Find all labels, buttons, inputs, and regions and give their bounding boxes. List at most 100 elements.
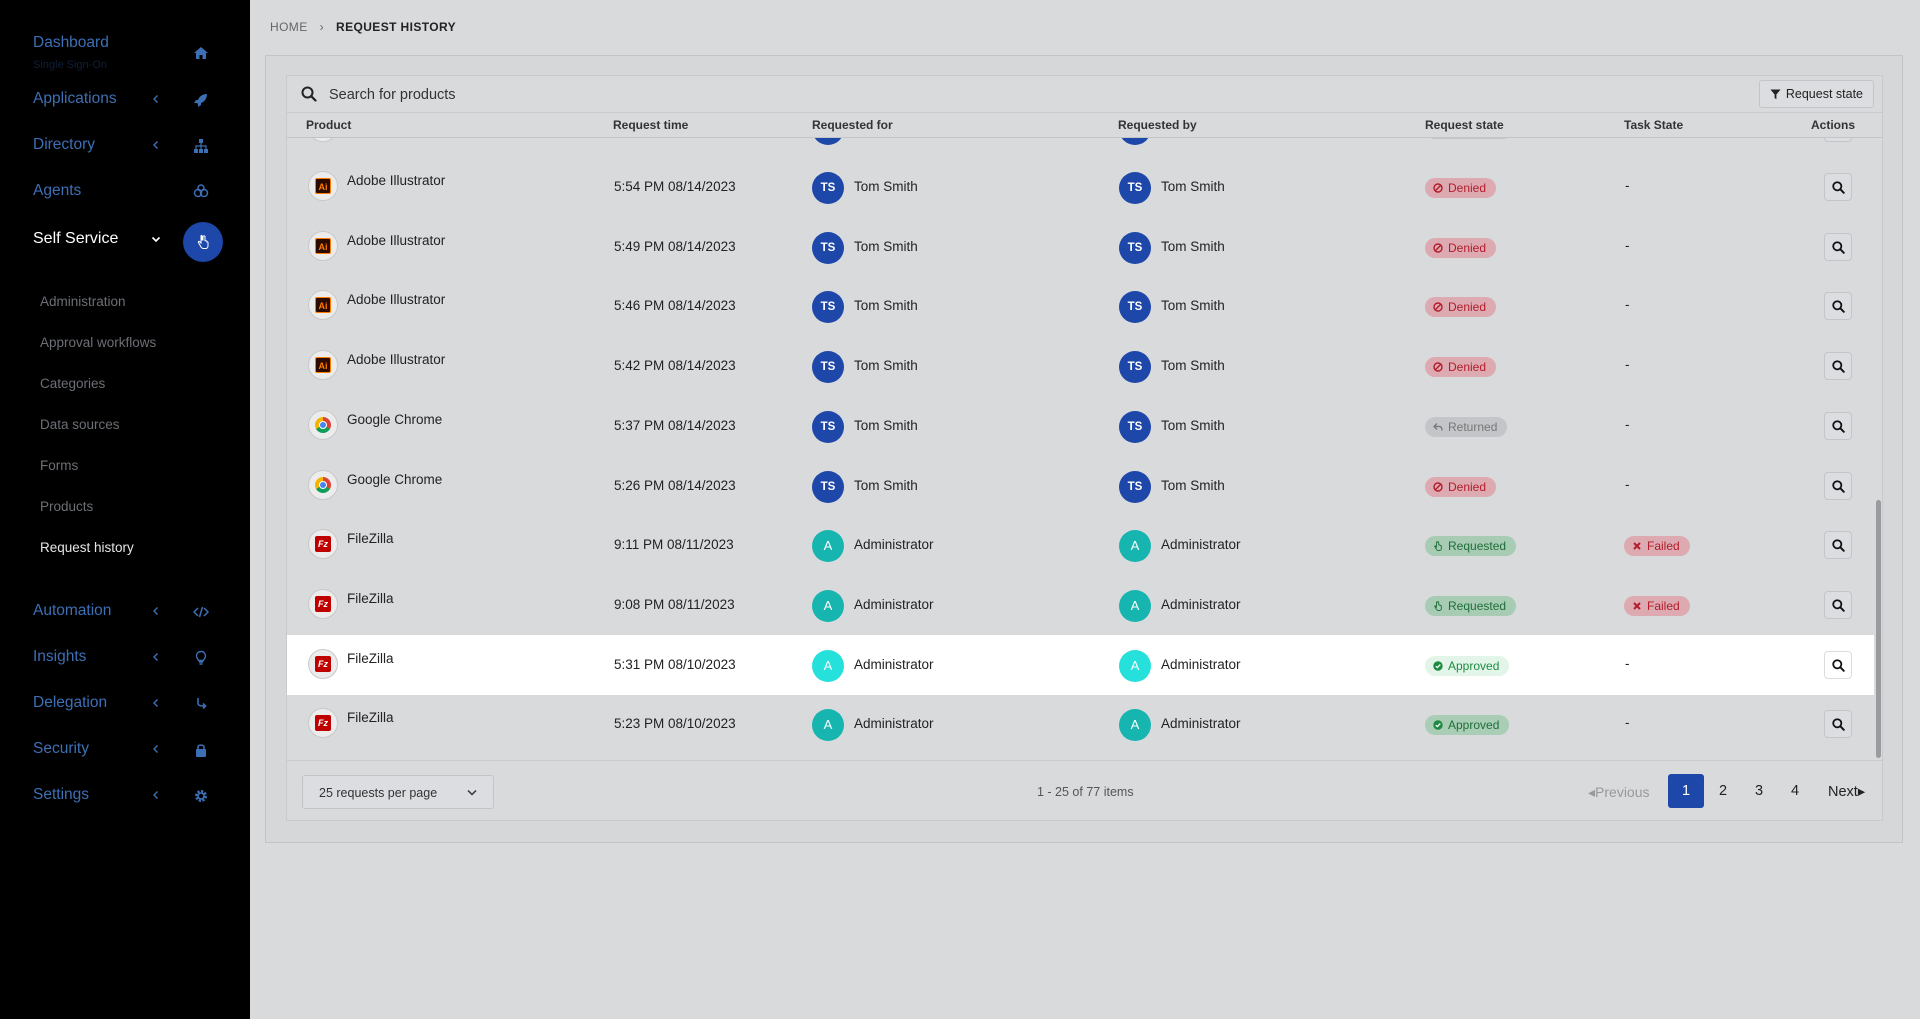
sidebar-subitem-approval-workflows[interactable]: Approval workflows bbox=[40, 335, 157, 350]
sidebar-item-label: Agents bbox=[33, 182, 82, 199]
page-1-button[interactable]: 1 bbox=[1668, 774, 1704, 808]
search-icon bbox=[301, 86, 317, 102]
previous-label: Previous bbox=[1595, 784, 1650, 800]
avatar: A bbox=[812, 589, 844, 622]
column-header-actions: Actions bbox=[1811, 118, 1856, 132]
column-header-requested-for[interactable]: Requested for bbox=[812, 118, 893, 132]
table-scrollbar-thumb[interactable] bbox=[1876, 500, 1881, 758]
status-badge bbox=[1425, 138, 1513, 139]
table-row[interactable]: Ai Adobe Illustrator 5:46 PM 08/14/2023 TS T… bbox=[287, 276, 1874, 336]
table-row[interactable]: Fz FileZilla 9:11 PM 08/11/2023 A Administra… bbox=[287, 515, 1874, 575]
caret-left-icon: ◂ bbox=[1588, 784, 1596, 800]
column-header-task-state[interactable]: Task State bbox=[1624, 118, 1684, 132]
avatar: TS bbox=[812, 351, 844, 384]
table-row-partial bbox=[287, 138, 1874, 158]
product-name: FileZilla bbox=[347, 531, 394, 547]
filezilla-icon: Fz bbox=[308, 708, 338, 739]
sidebar-item-dashboard[interactable]: Dashboard Single Sign-On bbox=[0, 34, 250, 74]
view-details-button[interactable] bbox=[1824, 411, 1852, 440]
column-header-requested-by[interactable]: Requested by bbox=[1118, 118, 1197, 132]
sidebar-item-directory[interactable]: Directory bbox=[0, 126, 250, 166]
sidebar-item-self-service[interactable]: Self Service bbox=[0, 220, 250, 262]
requested-for-name: Tom Smith bbox=[854, 358, 918, 374]
sidebar-subitem-categories[interactable]: Categories bbox=[40, 376, 106, 391]
product-name: FileZilla bbox=[347, 710, 394, 726]
agents-icon bbox=[193, 184, 209, 200]
sidebar-subitem-administration[interactable]: Administration bbox=[40, 294, 126, 309]
task-state: - bbox=[1625, 178, 1630, 193]
requested-for-name: Tom Smith bbox=[854, 238, 918, 254]
request-time: 5:46 PM 08/14/2023 bbox=[614, 298, 736, 314]
hand-pointer-icon[interactable] bbox=[183, 222, 223, 262]
request-time: 9:08 PM 08/11/2023 bbox=[614, 596, 735, 612]
view-details-button[interactable] bbox=[1824, 352, 1852, 381]
avatar bbox=[1119, 138, 1151, 145]
sidebar-item-settings[interactable]: Settings bbox=[0, 776, 250, 816]
view-details-button[interactable] bbox=[1824, 650, 1852, 679]
avatar: A bbox=[1119, 589, 1151, 622]
filter-button-label: Request state bbox=[1785, 87, 1863, 101]
view-details-button[interactable] bbox=[1824, 232, 1852, 261]
footer-divider bbox=[287, 760, 1882, 761]
next-page-button[interactable]: Next▸ bbox=[1828, 784, 1865, 800]
sidebar-item-automation[interactable]: Automation bbox=[0, 592, 250, 632]
sidebar-item-agents[interactable]: Agents bbox=[0, 172, 250, 212]
request-state-filter-button[interactable]: Request state bbox=[1758, 80, 1874, 108]
sidebar-subitem-request-history[interactable]: Request history bbox=[40, 540, 134, 555]
requested-by-name: Tom Smith bbox=[1161, 238, 1225, 254]
sidebar-subitem-data-sources[interactable]: Data sources bbox=[40, 417, 120, 432]
page-4-button[interactable]: 4 bbox=[1790, 783, 1800, 799]
sidebar-subitem-forms[interactable]: Forms bbox=[40, 458, 79, 473]
table-row[interactable]: Google Chrome 5:26 PM 08/14/2023 TS Tom Smi… bbox=[287, 456, 1874, 516]
home-icon bbox=[193, 45, 209, 61]
table-row[interactable]: Ai Adobe Illustrator 5:54 PM 08/14/2023 TS T… bbox=[287, 157, 1874, 217]
view-details-button[interactable] bbox=[1824, 292, 1852, 321]
avatar: TS bbox=[1119, 470, 1151, 503]
adobe-illustrator-icon: Ai bbox=[308, 350, 338, 381]
previous-page-button[interactable]: ◂Previous bbox=[1588, 784, 1650, 801]
status-badge: Denied bbox=[1425, 357, 1497, 378]
sidebar-item-delegation[interactable]: Delegation bbox=[0, 684, 250, 724]
view-details-button[interactable] bbox=[1824, 173, 1852, 201]
task-state: - bbox=[1625, 357, 1630, 373]
column-header-request-time[interactable]: Request time bbox=[613, 118, 689, 132]
requested-for-name: Tom Smith bbox=[854, 417, 918, 433]
sidebar-item-label: Self Service bbox=[33, 230, 119, 247]
caret-right-icon: ▸ bbox=[1857, 784, 1866, 800]
view-details-button[interactable] bbox=[1824, 138, 1852, 142]
sidebar-subitem-products[interactable]: Products bbox=[40, 499, 94, 514]
view-details-button[interactable] bbox=[1824, 590, 1852, 619]
avatar: A bbox=[812, 709, 844, 742]
avatar: A bbox=[812, 530, 844, 563]
per-page-select[interactable]: 25 requests per page bbox=[302, 775, 494, 809]
chevron-down-icon bbox=[150, 233, 162, 245]
table-row[interactable]: Ai Adobe Illustrator 5:42 PM 08/14/2023 TS T… bbox=[287, 336, 1874, 396]
table-row[interactable]: Google Chrome 5:37 PM 08/14/2023 TS Tom Smi… bbox=[287, 396, 1874, 456]
table-row[interactable]: Fz FileZilla 9:08 PM 08/11/2023 A Administra… bbox=[287, 575, 1874, 635]
view-details-button[interactable] bbox=[1824, 471, 1852, 500]
requested-for-name: Administrator bbox=[854, 656, 934, 672]
table-row[interactable]: Fz FileZilla 5:31 PM 08/10/2023 A Administra… bbox=[287, 634, 1874, 695]
task-state: - bbox=[1625, 715, 1630, 731]
requested-for-name: Tom Smith bbox=[854, 179, 918, 194]
table-row[interactable]: Fz FileZilla 5:23 PM 08/10/2023 A Administra… bbox=[287, 694, 1874, 754]
column-header-product[interactable]: Product bbox=[306, 118, 352, 132]
column-header-request-state[interactable]: Request state bbox=[1425, 118, 1504, 132]
chevron-left-icon bbox=[150, 743, 162, 755]
task-state: - bbox=[1625, 476, 1630, 492]
page-3-button[interactable]: 3 bbox=[1754, 783, 1764, 799]
sidebar-item-label: Settings bbox=[33, 786, 90, 803]
google-chrome-icon bbox=[308, 409, 338, 440]
avatar bbox=[812, 138, 844, 145]
breadcrumb-home[interactable]: HOME bbox=[270, 20, 308, 34]
sidebar-item-security[interactable]: Security bbox=[0, 730, 250, 770]
sidebar: Dashboard Single Sign-On Applications Dir… bbox=[0, 0, 250, 1019]
table-row[interactable]: Ai Adobe Illustrator 5:49 PM 08/14/2023 TS T… bbox=[287, 217, 1874, 277]
per-page-value: 25 requests per page bbox=[319, 786, 438, 800]
view-details-button[interactable] bbox=[1824, 531, 1852, 560]
page-2-button[interactable]: 2 bbox=[1718, 783, 1728, 799]
search-input[interactable] bbox=[327, 84, 1231, 106]
sidebar-item-applications[interactable]: Applications bbox=[0, 80, 250, 120]
view-details-button[interactable] bbox=[1824, 710, 1852, 739]
sidebar-item-insights[interactable]: Insights bbox=[0, 638, 250, 678]
